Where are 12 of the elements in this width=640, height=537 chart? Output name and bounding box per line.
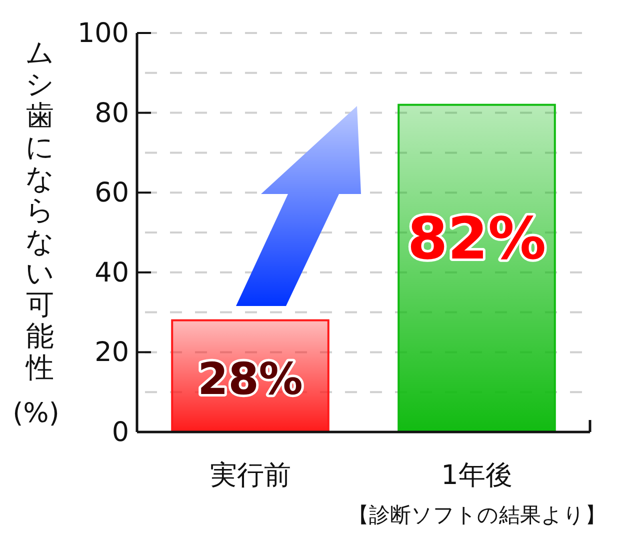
y-tick-label: 20 [94,337,129,368]
y-tick-label: 40 [94,257,129,288]
text: 【診断ソフトの結果より】 [348,503,606,527]
x-tick-label: 1年後 [441,460,512,491]
x-tick-label: 実行前 [210,460,291,491]
y-tick-label: 0 [112,417,129,448]
y-tick-label: 60 [94,178,129,209]
y-tick-label: 80 [94,98,129,129]
data-label: 28% [198,354,303,406]
y-tick-label: 100 [77,18,129,49]
data-label: 82% [407,204,546,272]
text: ムシ歯にならない可能性 (%) [12,36,60,429]
